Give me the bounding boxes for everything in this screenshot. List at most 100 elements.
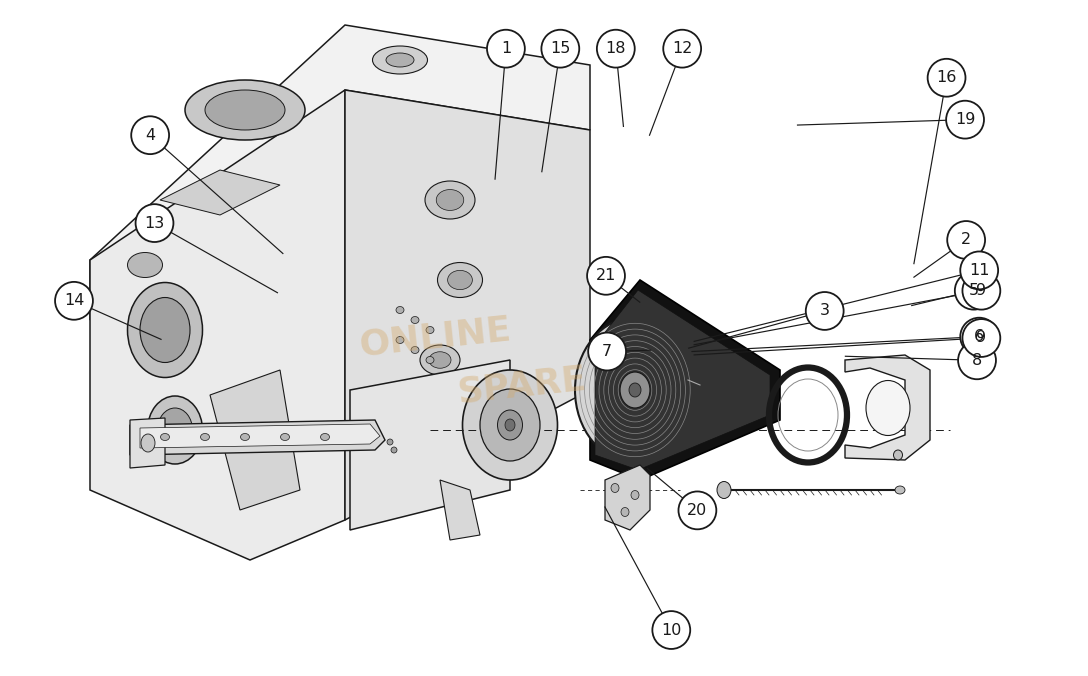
Polygon shape <box>590 280 780 480</box>
Polygon shape <box>129 420 385 455</box>
Ellipse shape <box>161 433 170 441</box>
Circle shape <box>963 319 1000 357</box>
Ellipse shape <box>611 483 619 493</box>
Text: 9: 9 <box>976 331 987 345</box>
Ellipse shape <box>426 356 434 364</box>
Text: 20: 20 <box>688 503 707 518</box>
Circle shape <box>947 101 984 139</box>
Text: 18: 18 <box>606 41 626 56</box>
Text: 2: 2 <box>961 233 972 247</box>
Circle shape <box>963 272 1000 310</box>
Ellipse shape <box>321 433 330 441</box>
Text: 12: 12 <box>672 41 692 56</box>
Text: ONLINE: ONLINE <box>358 313 512 363</box>
Text: 21: 21 <box>596 268 616 283</box>
Ellipse shape <box>462 370 557 480</box>
Polygon shape <box>345 90 590 520</box>
Ellipse shape <box>411 316 419 324</box>
Circle shape <box>961 318 998 356</box>
Ellipse shape <box>205 90 285 130</box>
Ellipse shape <box>200 433 210 441</box>
Polygon shape <box>140 424 380 448</box>
Polygon shape <box>440 480 480 540</box>
Circle shape <box>487 30 524 68</box>
Ellipse shape <box>396 306 404 314</box>
Circle shape <box>653 611 690 649</box>
Ellipse shape <box>437 262 482 297</box>
Ellipse shape <box>386 53 415 67</box>
Ellipse shape <box>429 352 452 368</box>
Text: 14: 14 <box>64 293 84 308</box>
Text: 16: 16 <box>937 70 956 85</box>
Polygon shape <box>605 465 650 530</box>
Ellipse shape <box>396 337 404 343</box>
Ellipse shape <box>574 318 695 462</box>
Circle shape <box>136 204 173 242</box>
Text: 4: 4 <box>145 128 156 143</box>
Ellipse shape <box>127 283 202 377</box>
Ellipse shape <box>420 345 460 375</box>
Ellipse shape <box>497 410 522 440</box>
Text: 1: 1 <box>500 41 511 56</box>
Ellipse shape <box>895 486 905 494</box>
Ellipse shape <box>480 389 540 461</box>
Polygon shape <box>210 370 300 510</box>
Ellipse shape <box>866 381 910 435</box>
Polygon shape <box>129 418 165 468</box>
Ellipse shape <box>158 408 193 452</box>
Ellipse shape <box>372 46 428 74</box>
Circle shape <box>589 333 626 370</box>
Text: 19: 19 <box>955 112 975 127</box>
Ellipse shape <box>717 481 731 498</box>
Ellipse shape <box>185 80 305 140</box>
Ellipse shape <box>436 189 463 210</box>
Circle shape <box>55 282 92 320</box>
Circle shape <box>588 257 625 295</box>
Ellipse shape <box>426 327 434 333</box>
Circle shape <box>961 251 998 289</box>
Text: 13: 13 <box>145 216 164 231</box>
Polygon shape <box>90 25 590 320</box>
Circle shape <box>955 272 992 310</box>
Text: 11: 11 <box>969 263 989 278</box>
Ellipse shape <box>447 270 472 289</box>
Ellipse shape <box>631 491 639 500</box>
Text: 8: 8 <box>972 353 982 368</box>
Text: 7: 7 <box>602 344 613 359</box>
Ellipse shape <box>621 508 629 516</box>
Text: SPARE: SPARE <box>456 362 589 409</box>
Circle shape <box>928 59 965 97</box>
Circle shape <box>597 30 634 68</box>
Text: 5: 5 <box>968 283 979 298</box>
Ellipse shape <box>411 347 419 354</box>
Ellipse shape <box>629 383 641 397</box>
Polygon shape <box>845 355 930 460</box>
Polygon shape <box>90 90 345 560</box>
Ellipse shape <box>148 396 202 464</box>
Ellipse shape <box>127 253 162 278</box>
Text: 15: 15 <box>551 41 570 56</box>
Ellipse shape <box>141 434 154 452</box>
Ellipse shape <box>505 419 515 431</box>
Circle shape <box>664 30 701 68</box>
Text: 6: 6 <box>974 329 985 344</box>
Circle shape <box>806 292 843 330</box>
Circle shape <box>132 116 169 154</box>
Ellipse shape <box>620 372 650 408</box>
Polygon shape <box>595 290 770 470</box>
Ellipse shape <box>140 297 190 362</box>
Ellipse shape <box>387 439 393 445</box>
Circle shape <box>959 341 996 379</box>
Text: 10: 10 <box>662 623 681 637</box>
Circle shape <box>948 221 985 259</box>
Text: 3: 3 <box>819 304 830 318</box>
Polygon shape <box>350 360 510 530</box>
Ellipse shape <box>281 433 289 441</box>
Polygon shape <box>160 170 280 215</box>
Ellipse shape <box>893 450 903 460</box>
Circle shape <box>679 491 716 529</box>
Ellipse shape <box>391 447 397 453</box>
Ellipse shape <box>240 433 249 441</box>
Text: 9: 9 <box>976 283 987 298</box>
Circle shape <box>542 30 579 68</box>
